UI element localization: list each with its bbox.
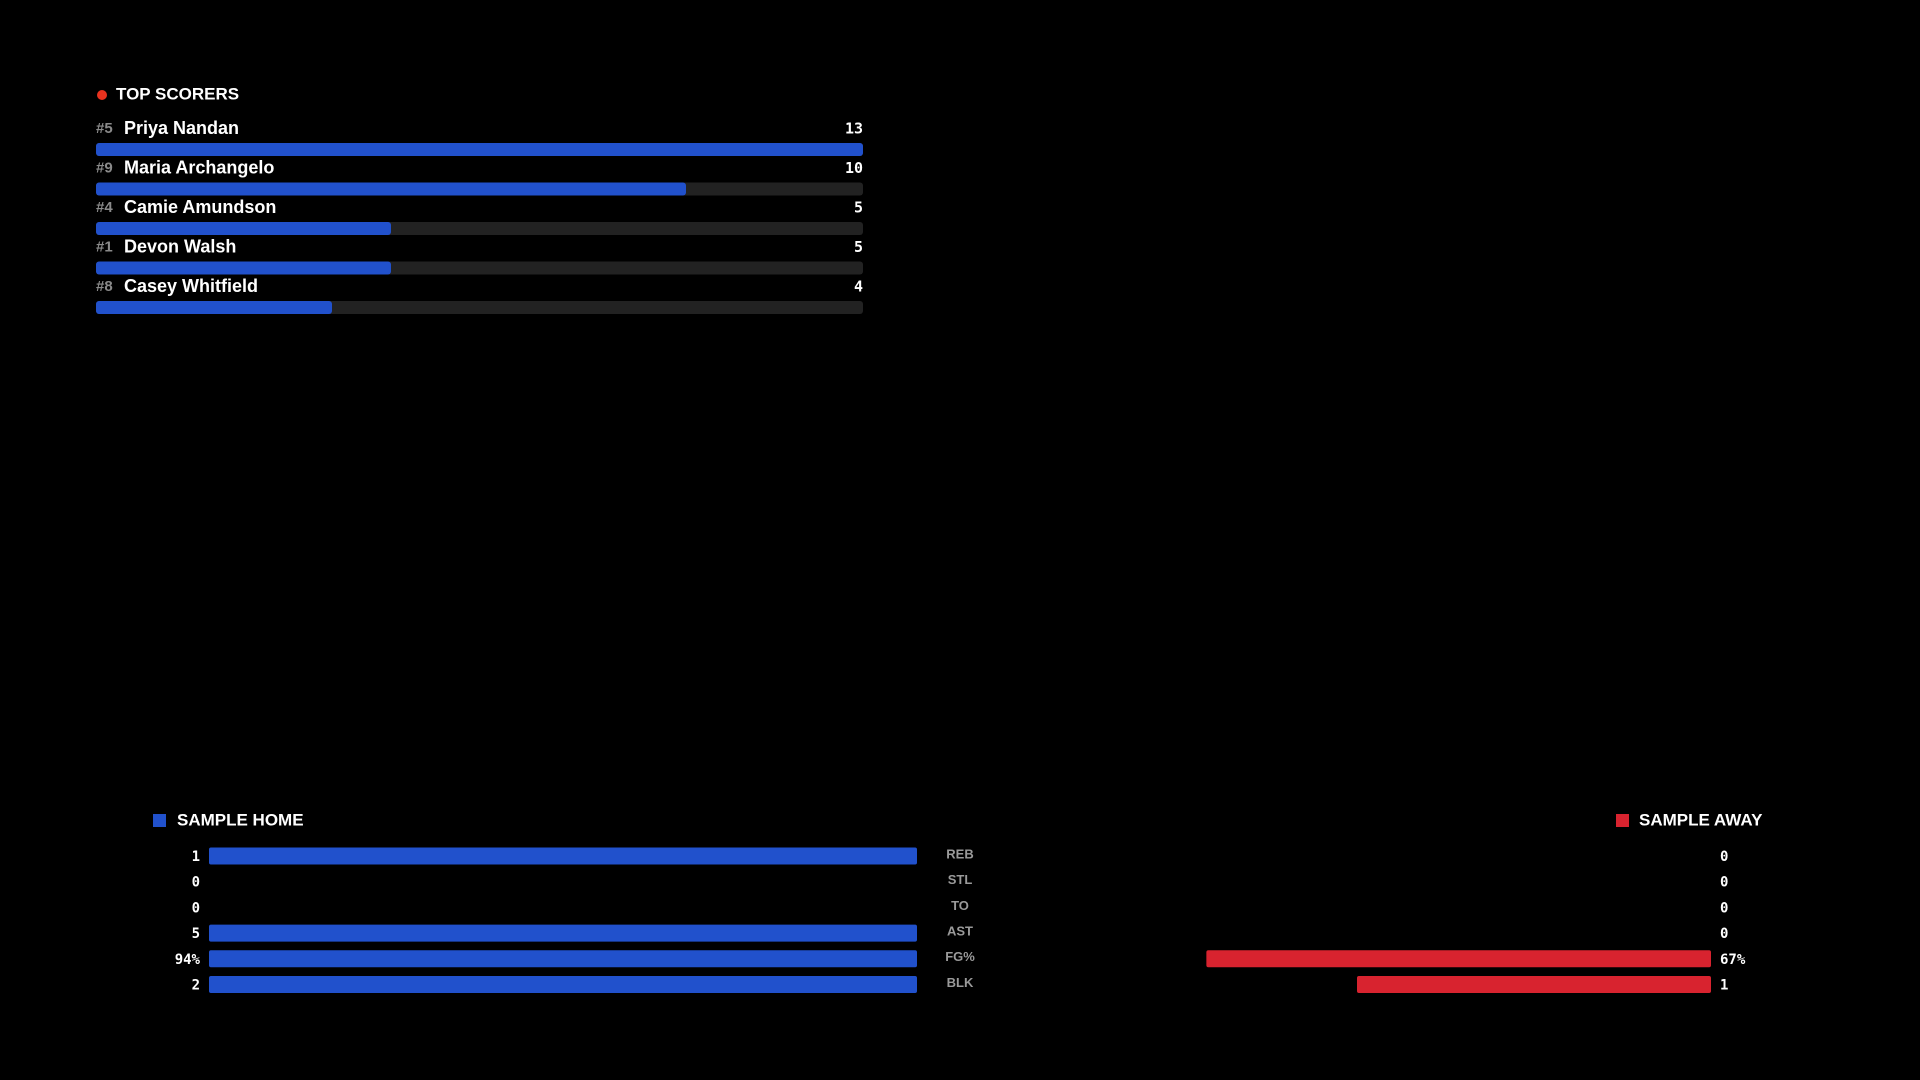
home-value: 2 (192, 978, 200, 994)
player-name: Priya Nandan (124, 118, 239, 138)
points-bar (96, 143, 863, 156)
player-name: Casey Whitfield (124, 276, 258, 296)
away-name: SAMPLE AWAY (1639, 810, 1763, 829)
player-points: 5 (854, 199, 863, 217)
away-value: 0 (1720, 849, 1728, 865)
title-dot (97, 90, 107, 100)
away-swatch (1616, 814, 1629, 827)
points-bar (96, 222, 391, 235)
away-value: 1 (1720, 978, 1728, 994)
player-points: 13 (845, 120, 863, 138)
points-bar (96, 182, 686, 196)
stat-label: FG% (945, 949, 975, 964)
home-value: 5 (192, 926, 200, 942)
player-number: #4 (96, 199, 113, 216)
home-swatch (153, 814, 166, 827)
player-points: 10 (845, 159, 863, 177)
points-bar (96, 301, 332, 314)
home-bar (209, 847, 917, 865)
points-bar (96, 261, 391, 275)
player-number: #8 (96, 278, 113, 295)
player-name: Maria Archangelo (124, 157, 274, 177)
away-bar (1357, 976, 1711, 993)
away-value: 0 (1720, 926, 1728, 942)
stat-label: AST (947, 924, 973, 939)
away-value: 67% (1720, 952, 1746, 968)
player-name: Devon Walsh (124, 236, 236, 256)
stat-label: TO (951, 898, 969, 913)
player-name: Camie Amundson (124, 197, 276, 217)
stat-label: BLK (947, 975, 974, 990)
away-value: 0 (1720, 900, 1728, 916)
stat-label: STL (948, 872, 973, 887)
stat-label: REB (946, 846, 973, 861)
home-name: SAMPLE HOME (177, 810, 304, 829)
away-value: 0 (1720, 875, 1728, 891)
home-bar (209, 924, 917, 942)
home-bar (209, 950, 917, 968)
player-points: 4 (854, 278, 863, 296)
player-points: 5 (854, 238, 863, 256)
player-number: #5 (96, 120, 113, 137)
player-number: #1 (96, 238, 113, 255)
home-value: 94% (175, 952, 201, 968)
home-value: 0 (192, 875, 200, 891)
home-value: 0 (192, 900, 200, 916)
home-value: 1 (192, 849, 200, 865)
player-number: #9 (96, 159, 113, 176)
away-bar (1206, 950, 1711, 968)
section-title: TOP SCORERS (116, 84, 239, 103)
home-bar (209, 976, 917, 993)
